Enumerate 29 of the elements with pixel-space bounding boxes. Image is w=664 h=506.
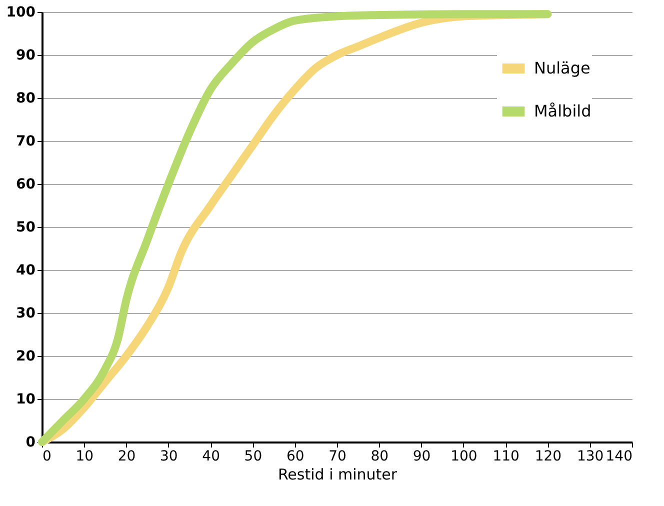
x-tick-label: 110 bbox=[492, 448, 520, 464]
x-tick-label: 10 bbox=[76, 448, 94, 464]
y-tick-label: 10 bbox=[16, 392, 36, 408]
legend-label: Nuläge bbox=[534, 58, 590, 78]
x-tick-label: 70 bbox=[328, 448, 346, 464]
x-axis-title: Restid i minuter bbox=[278, 466, 398, 484]
x-tick-label: 60 bbox=[286, 448, 304, 464]
x-tick-label: 30 bbox=[160, 448, 178, 464]
x-tick-label: 80 bbox=[370, 448, 389, 464]
x-tick-label: 100 bbox=[450, 448, 478, 464]
x-tick-label: 90 bbox=[412, 448, 431, 464]
x-tick-label: 50 bbox=[244, 448, 262, 464]
y-tick-label: 0 bbox=[26, 434, 36, 450]
y-tick-label: 100 bbox=[6, 4, 36, 20]
x-tick-label: 40 bbox=[202, 448, 220, 464]
y-tick-label: 50 bbox=[16, 220, 36, 236]
y-tick-label: 20 bbox=[16, 348, 36, 364]
x-tick-label: 140 bbox=[606, 448, 632, 464]
y-tick-label: 90 bbox=[16, 48, 36, 64]
x-tick-label: 120 bbox=[534, 448, 562, 464]
y-tick-label: 80 bbox=[16, 90, 36, 106]
x-tick-label: 0 bbox=[42, 448, 52, 464]
y-tick-label: 70 bbox=[16, 134, 36, 150]
x-tick-label: 20 bbox=[118, 448, 136, 464]
y-tick-label: 40 bbox=[16, 262, 36, 278]
legend-label: Målbild bbox=[534, 102, 592, 120]
x-tick-label: 130 bbox=[576, 448, 604, 464]
y-tick-label: 30 bbox=[16, 306, 36, 322]
y-tick-label: 60 bbox=[16, 176, 36, 192]
